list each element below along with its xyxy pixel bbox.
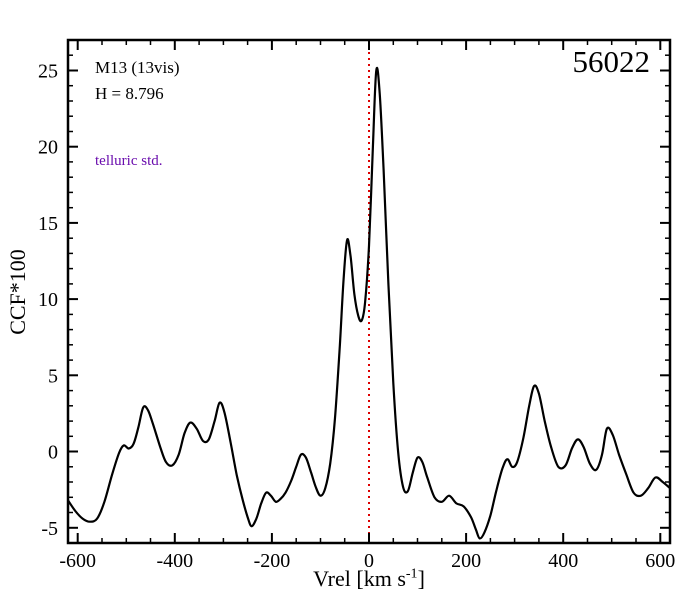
svg-text:-5: -5 <box>41 518 58 540</box>
svg-text:-400: -400 <box>156 550 193 572</box>
svg-text:600: 600 <box>645 550 675 572</box>
svg-text:0: 0 <box>48 442 58 464</box>
svg-text:5: 5 <box>48 365 58 387</box>
h-magnitude-label: H = 8.796 <box>95 84 164 103</box>
x-axis-label: Vrel [km s-1] <box>68 566 670 592</box>
svg-text:0: 0 <box>364 550 374 572</box>
svg-text:10: 10 <box>38 289 58 311</box>
telluric-label: telluric std. <box>95 153 163 169</box>
svg-text:400: 400 <box>548 550 578 572</box>
svg-text:20: 20 <box>38 137 58 159</box>
target-label: M13 (13vis) <box>95 58 180 77</box>
svg-text:25: 25 <box>38 61 58 83</box>
mjd-label: 56022 <box>572 44 651 79</box>
x-axis-label-close-bracket: ] <box>417 566 425 591</box>
svg-text:-600: -600 <box>59 550 96 572</box>
svg-text:-200: -200 <box>254 550 291 572</box>
x-axis-label-superscript: -1 <box>405 566 418 582</box>
y-axis-label: CCF*100 <box>0 40 36 543</box>
y-axis-label-text: CCF*100 <box>5 248 30 335</box>
svg-text:200: 200 <box>451 550 481 572</box>
svg-text:15: 15 <box>38 213 58 235</box>
x-axis-label-text: Vrel [km s <box>313 566 406 591</box>
